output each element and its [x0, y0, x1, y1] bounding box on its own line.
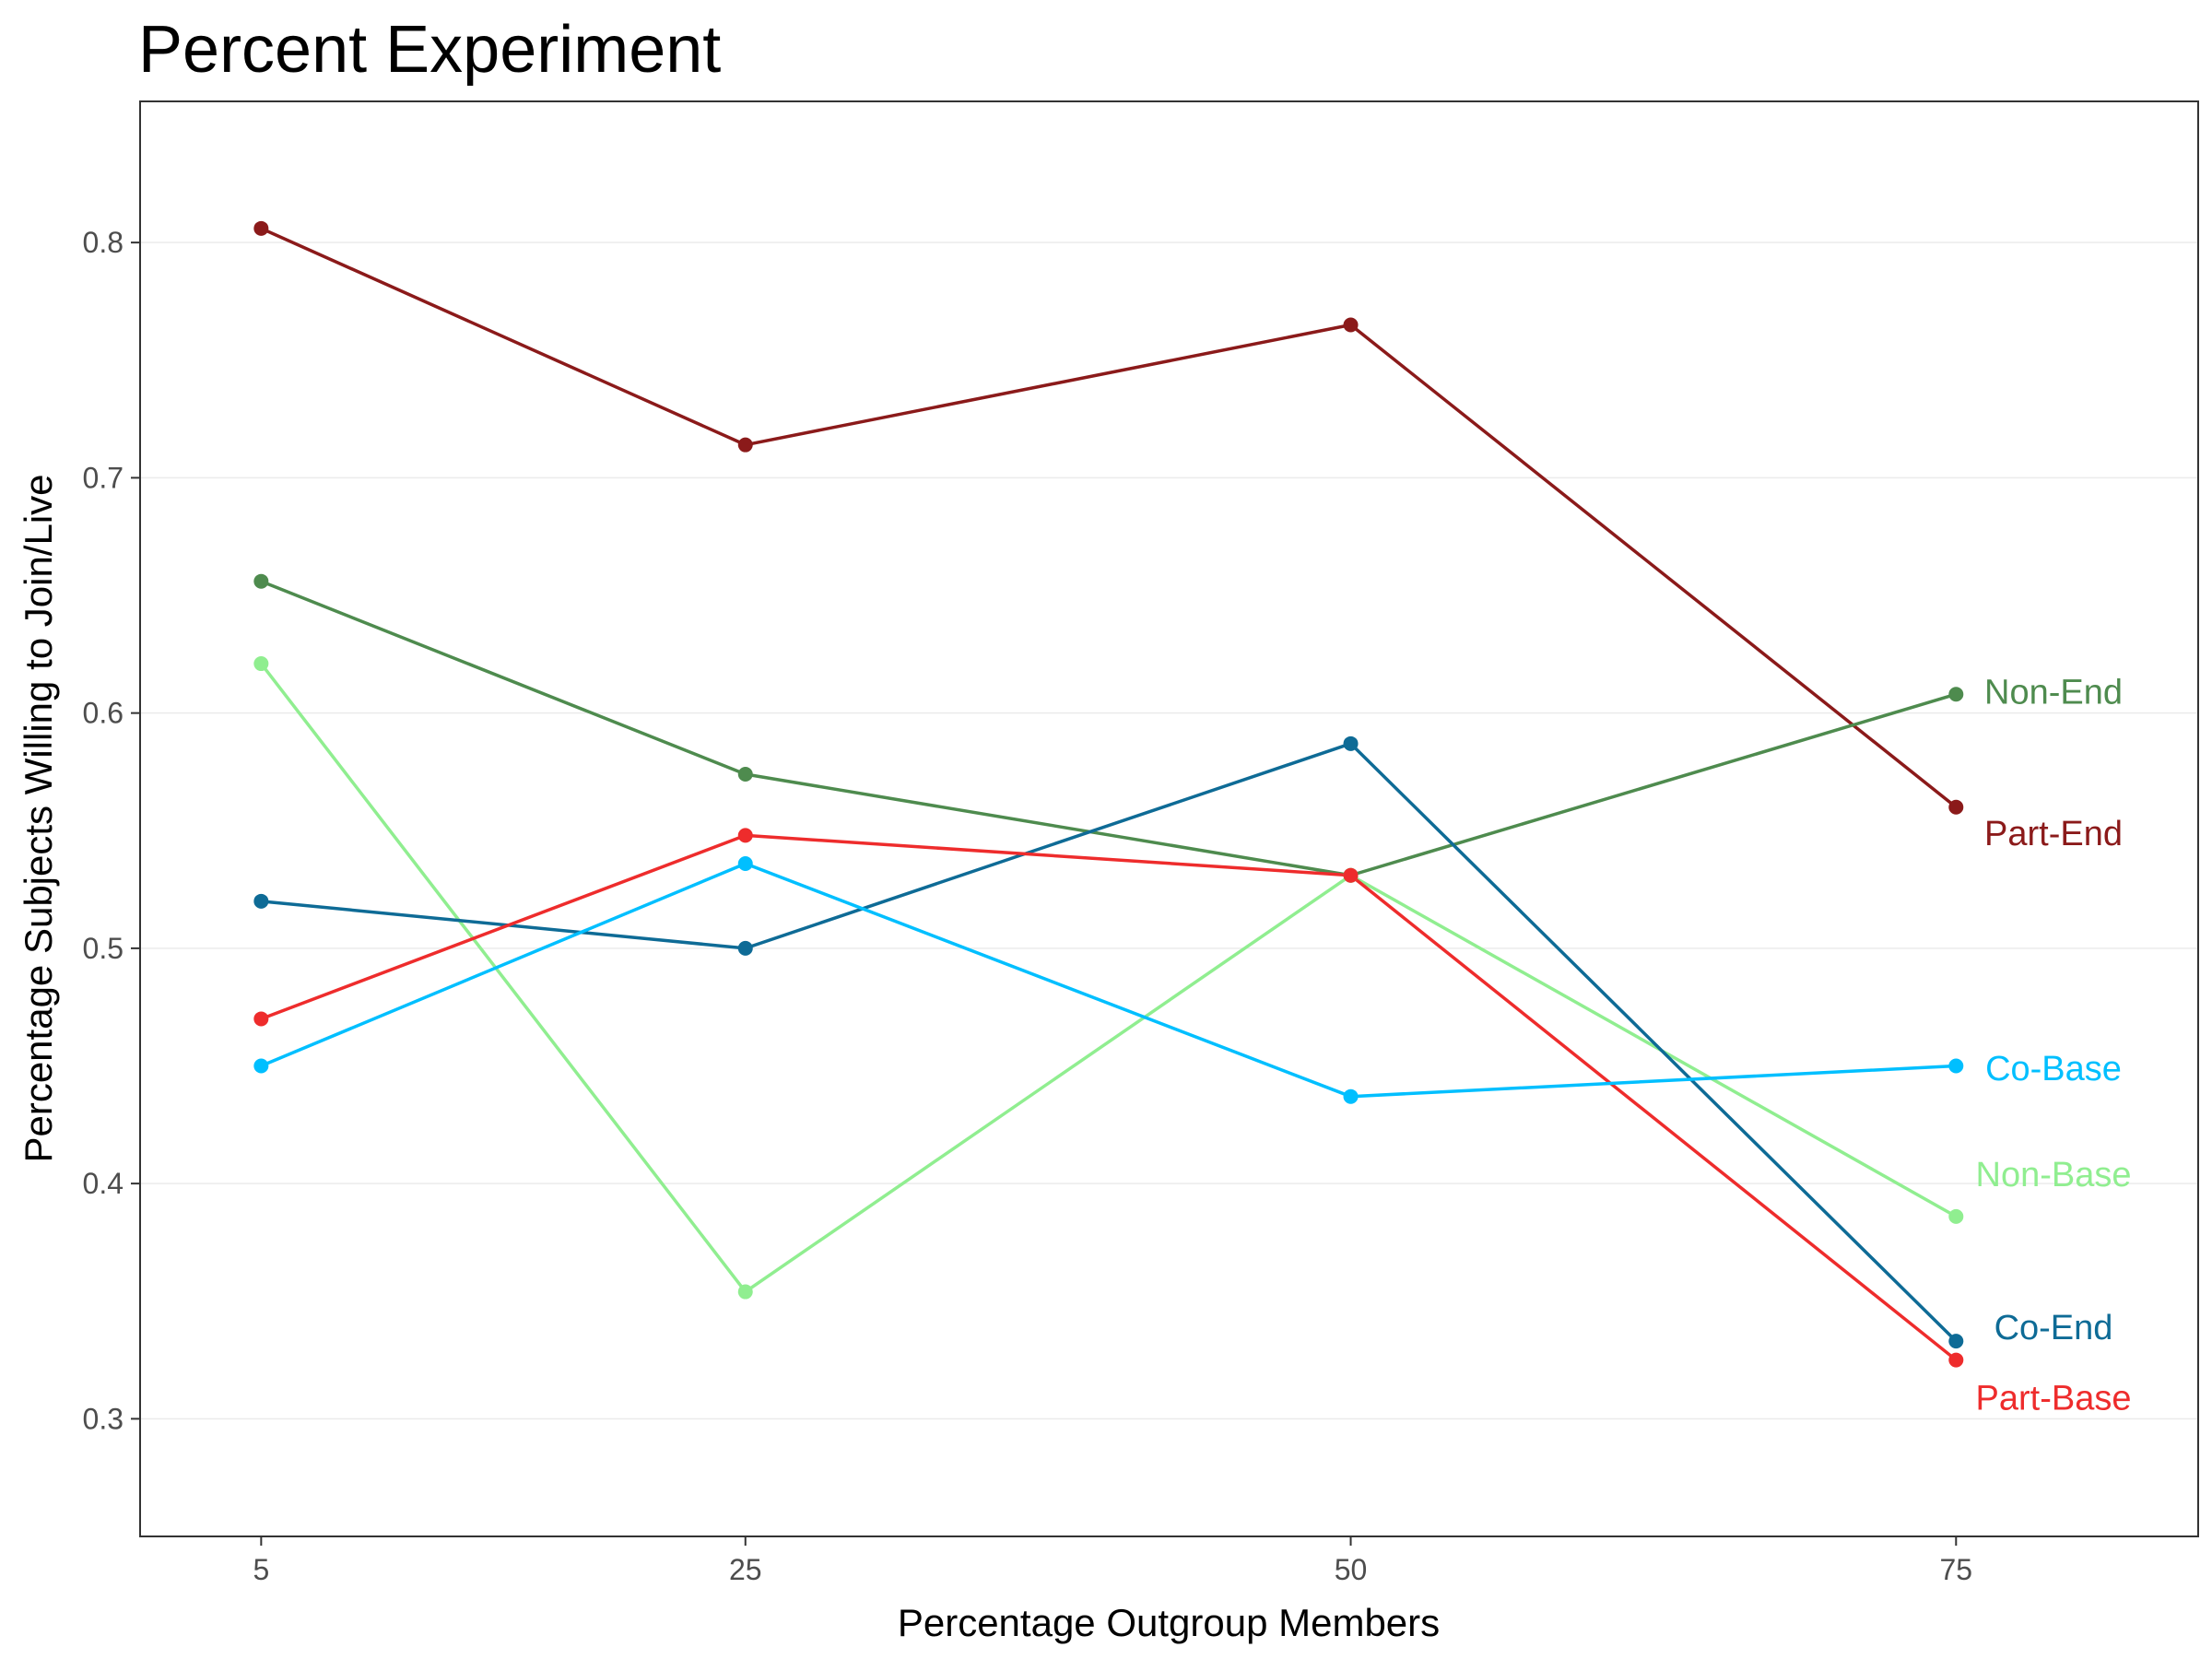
y-tick-label: 0.3 — [83, 1402, 124, 1435]
y-axis: 0.3 0.4 0.5 0.6 0.7 0.8 — [83, 226, 140, 1435]
series-labels: Part-End Non-End Non-Base Co-End Part-Base Co… — [1976, 674, 2132, 1418]
data-point-non-base — [253, 656, 269, 672]
series-line-non-base — [259, 662, 1958, 1294]
data-point-non-end — [1948, 687, 1964, 702]
x-tick-label: 25 — [729, 1553, 762, 1586]
y-tick-label: 0.5 — [83, 932, 124, 965]
data-point-co-end — [1948, 1334, 1964, 1349]
x-tick-label: 5 — [253, 1553, 269, 1586]
data-point-co-end — [253, 893, 269, 909]
series-line-part-base — [260, 833, 1958, 1361]
x-tick-label: 50 — [1335, 1553, 1368, 1586]
data-point-non-end — [737, 767, 753, 782]
series-label-co-base: Co-Base — [1985, 1050, 2122, 1088]
data-point-part-base — [1343, 867, 1359, 883]
x-axis: 5 25 50 75 — [253, 1536, 1972, 1586]
x-axis-title: Percentage Outgroup Members — [898, 1601, 1440, 1644]
series-line-co-base — [260, 862, 1957, 1099]
series-label-non-end: Non-End — [1984, 674, 2123, 712]
data-point-non-base — [1948, 1208, 1964, 1224]
data-point-part-base — [253, 1011, 269, 1027]
y-tick-label: 0.8 — [83, 226, 124, 259]
series-label-part-end: Part-End — [1984, 815, 2123, 853]
y-axis-title: Percentage Subjects Willing to Join/Live — [17, 474, 60, 1162]
series-line-non-end — [260, 580, 1957, 877]
data-point-co-end — [737, 940, 753, 956]
series-lines — [259, 227, 1958, 1361]
series-label-non-base: Non-Base — [1976, 1156, 2132, 1194]
series-label-co-end: Co-End — [1994, 1309, 2113, 1347]
plot-panel — [139, 100, 2199, 1537]
y-tick-label: 0.4 — [83, 1167, 124, 1200]
data-point-co-base — [1343, 1088, 1359, 1104]
series-line-part-end — [260, 227, 1958, 809]
data-point-non-base — [737, 1284, 753, 1300]
series-label-part-base: Part-Base — [1976, 1379, 2132, 1418]
data-point-part-end — [253, 220, 269, 236]
data-point-part-base — [737, 828, 753, 843]
data-point-part-end — [1343, 317, 1359, 333]
data-point-non-end — [253, 573, 269, 589]
series-points — [253, 220, 1964, 1368]
data-point-part-end — [1948, 799, 1964, 815]
series-line-co-end — [261, 742, 1958, 1343]
x-tick-label: 75 — [1939, 1553, 1972, 1586]
data-point-co-base — [1948, 1058, 1964, 1074]
data-point-co-base — [737, 855, 753, 871]
chart-title: Percent Experiment — [138, 13, 721, 87]
y-tick-label: 0.7 — [83, 461, 124, 494]
y-tick-label: 0.6 — [83, 697, 124, 730]
data-point-co-base — [253, 1058, 269, 1074]
data-point-part-base — [1948, 1352, 1964, 1368]
data-point-co-end — [1343, 735, 1359, 751]
data-point-part-end — [737, 437, 753, 453]
grid-lines — [140, 241, 2198, 1420]
